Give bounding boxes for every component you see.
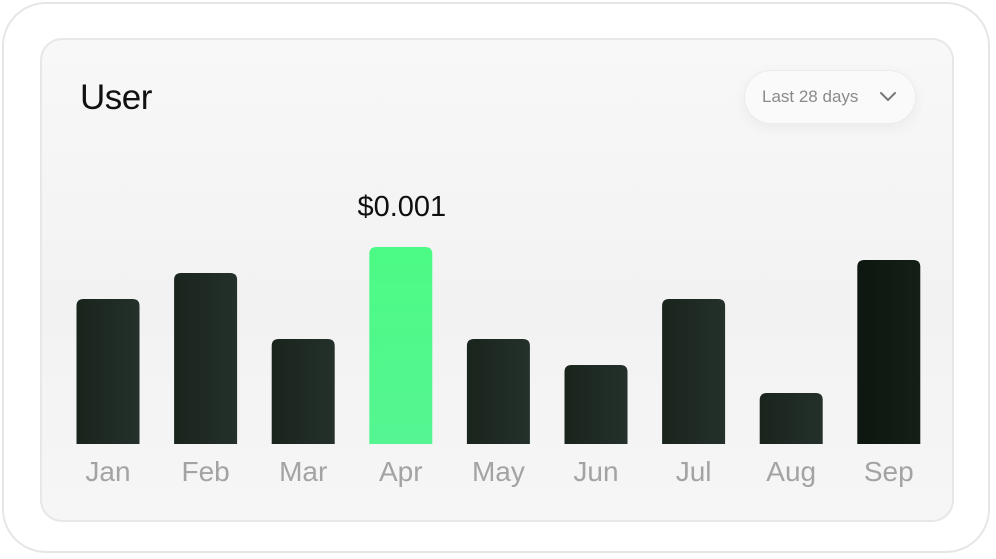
- bar-jun[interactable]: [564, 365, 628, 444]
- date-range-label: Last 28 days: [762, 87, 859, 106]
- bar-jan[interactable]: [76, 299, 140, 444]
- highlight-value-label: $0.001: [357, 191, 446, 223]
- x-tick-label-feb: Feb: [181, 456, 229, 487]
- date-range-dropdown[interactable]: Last 28 days: [744, 70, 916, 124]
- card-title: User: [80, 78, 152, 117]
- x-tick-label-aug: Aug: [766, 456, 816, 487]
- x-tick-label-may: May: [472, 456, 525, 487]
- bar-may[interactable]: [466, 339, 530, 444]
- bar-jul[interactable]: [662, 299, 726, 444]
- x-tick-label-apr: Apr: [379, 456, 423, 487]
- bar-sep[interactable]: [857, 260, 921, 444]
- x-tick-label-mar: Mar: [279, 456, 327, 487]
- x-tick-label-jun: Jun: [573, 456, 618, 487]
- bar-mar[interactable]: [271, 339, 335, 444]
- chevron-down-icon: [880, 92, 896, 101]
- bar-aug[interactable]: [759, 393, 823, 444]
- bar-apr[interactable]: [369, 247, 433, 444]
- bar-feb[interactable]: [174, 273, 238, 444]
- x-tick-label-jan: Jan: [85, 456, 130, 487]
- x-tick-label-sep: Sep: [864, 456, 914, 487]
- x-tick-label-jul: Jul: [676, 456, 712, 487]
